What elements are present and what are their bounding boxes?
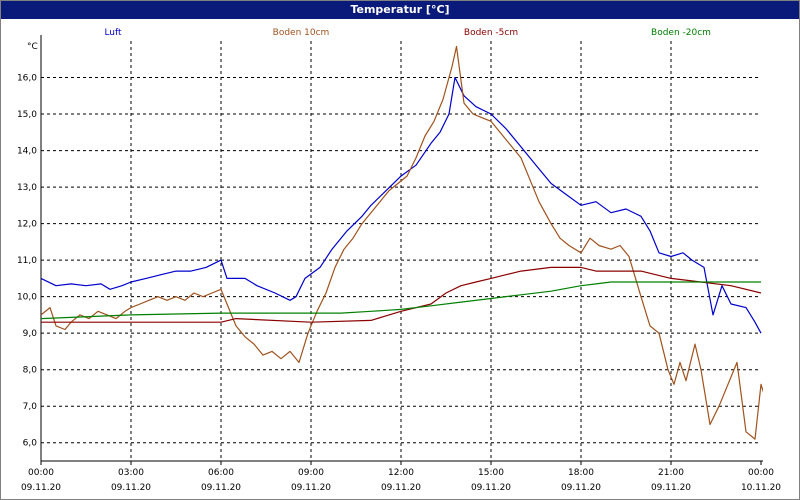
x-tick-time: 18:00 (568, 468, 594, 478)
y-tick-label: 16,0 (17, 74, 37, 84)
y-tick-label: 10,0 (17, 293, 37, 303)
x-tick-date: 09.11.20 (201, 483, 241, 493)
series-line (41, 266, 762, 323)
x-tick-date: 09.11.20 (381, 483, 421, 493)
grid (41, 41, 761, 461)
x-tick-time: 00:00 (748, 468, 774, 478)
x-tick-time: 15:00 (478, 468, 504, 478)
series-lines (41, 45, 763, 440)
x-tick-date: 09.11.20 (561, 483, 601, 493)
y-tick-label: 9,0 (23, 329, 38, 339)
y-tick-label: 7,0 (23, 402, 38, 412)
x-tick-date: 09.11.20 (111, 483, 151, 493)
x-tick-time: 09:00 (298, 468, 324, 478)
x-tick-time: 00:00 (28, 468, 54, 478)
y-tick-label: 15,0 (17, 110, 37, 120)
x-tick-date: 09.11.20 (291, 483, 331, 493)
temperature-chart: 6,0 7,0 8,0 9,0 10,0 11,0 12,0 13,0 14,0 15,0 16,0… (17, 28, 781, 493)
y-tick-label: 11,0 (17, 256, 37, 266)
x-tick-date: 09.11.20 (651, 483, 691, 493)
tick-labels: 6,0 7,0 8,0 9,0 10,0 11,0 12,0 13,0 14,0 15,0 16,0… (17, 42, 781, 493)
axes (40, 35, 763, 465)
y-tick-label: 14,0 (17, 147, 37, 157)
y-tick-label: 6,0 (23, 439, 38, 449)
series-line (41, 76, 762, 334)
legend-entry: Boden -5cm (464, 28, 518, 38)
legend-entry: Boden 10cm (273, 28, 330, 38)
legend: Luft Boden 10cm Boden -5cm Boden -20cm (104, 28, 711, 38)
y-tick-label: 12,0 (17, 220, 37, 230)
x-tick-time: 21:00 (658, 468, 684, 478)
x-tick-time: 03:00 (118, 468, 144, 478)
series-line (41, 45, 763, 440)
y-tick-label: 13,0 (17, 183, 37, 193)
legend-entry: Boden -20cm (651, 28, 711, 38)
x-tick-time: 12:00 (388, 468, 414, 478)
x-tick-date: 10.11.20 (741, 483, 781, 493)
y-axis-unit: °C (27, 42, 38, 52)
y-tick-label: 8,0 (23, 366, 38, 376)
window-title: Temperatur [°C] (1, 1, 799, 19)
x-tick-time: 06:00 (208, 468, 234, 478)
legend-entry: Luft (104, 28, 122, 38)
x-tick-date: 09.11.20 (21, 483, 61, 493)
x-tick-date: 09.11.20 (471, 483, 511, 493)
series-line (41, 281, 761, 320)
